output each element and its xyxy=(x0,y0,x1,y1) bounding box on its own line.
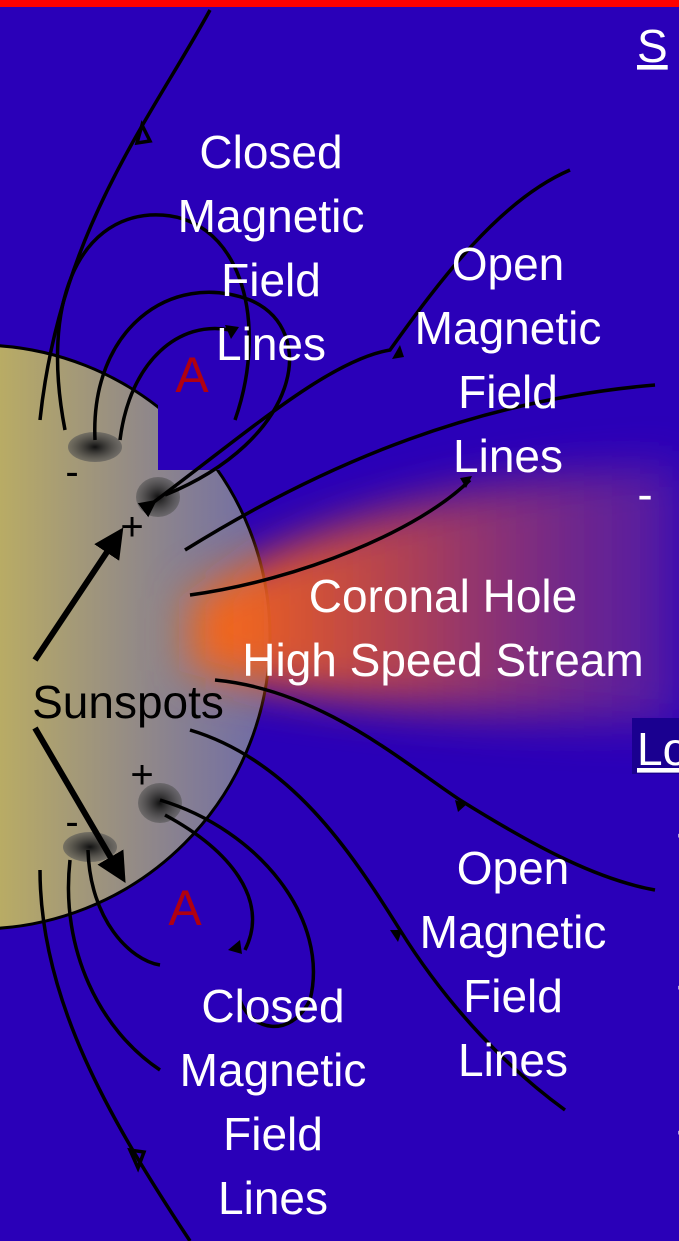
label: Field xyxy=(223,1108,323,1160)
label: Open xyxy=(452,238,565,290)
label: Magnetic xyxy=(180,1044,367,1096)
bullet: - xyxy=(676,1103,679,1155)
heading-highlight xyxy=(632,718,679,774)
marker: A xyxy=(175,347,209,403)
label: Field xyxy=(463,970,563,1022)
polarity: + xyxy=(130,753,153,797)
field-lines xyxy=(38,9,656,1241)
label: Field xyxy=(458,366,558,418)
label: Open xyxy=(457,842,570,894)
top-bar xyxy=(0,0,679,7)
pointer-arrow xyxy=(32,527,124,662)
high-speed-stream xyxy=(190,465,679,725)
pointer-arrow xyxy=(32,726,126,883)
label: Magnetic xyxy=(420,906,607,958)
label: Lines xyxy=(218,1172,328,1224)
heading: S xyxy=(637,20,668,72)
label: Lines xyxy=(216,318,326,370)
bullet: - xyxy=(637,468,652,520)
label: Lines xyxy=(458,1034,568,1086)
label: Magnetic xyxy=(178,190,365,242)
heading: Lo xyxy=(637,723,679,775)
label: Field xyxy=(221,254,321,306)
polarity: - xyxy=(65,450,78,494)
polarity: - xyxy=(65,800,78,844)
bullet: - xyxy=(676,806,679,858)
label: Magnetic xyxy=(415,302,602,354)
sunspot xyxy=(68,432,122,462)
cover-box xyxy=(158,400,228,470)
label: Coronal Hole xyxy=(309,570,577,622)
label: Closed xyxy=(199,126,342,178)
label: High Speed Stream xyxy=(242,634,643,686)
marker: A xyxy=(168,880,202,936)
label: Sunspots xyxy=(32,676,224,728)
label: Lines xyxy=(453,430,563,482)
label: Closed xyxy=(201,980,344,1032)
bullet: - xyxy=(676,958,679,1010)
sunspot xyxy=(138,783,182,823)
polarity: + xyxy=(120,505,143,549)
